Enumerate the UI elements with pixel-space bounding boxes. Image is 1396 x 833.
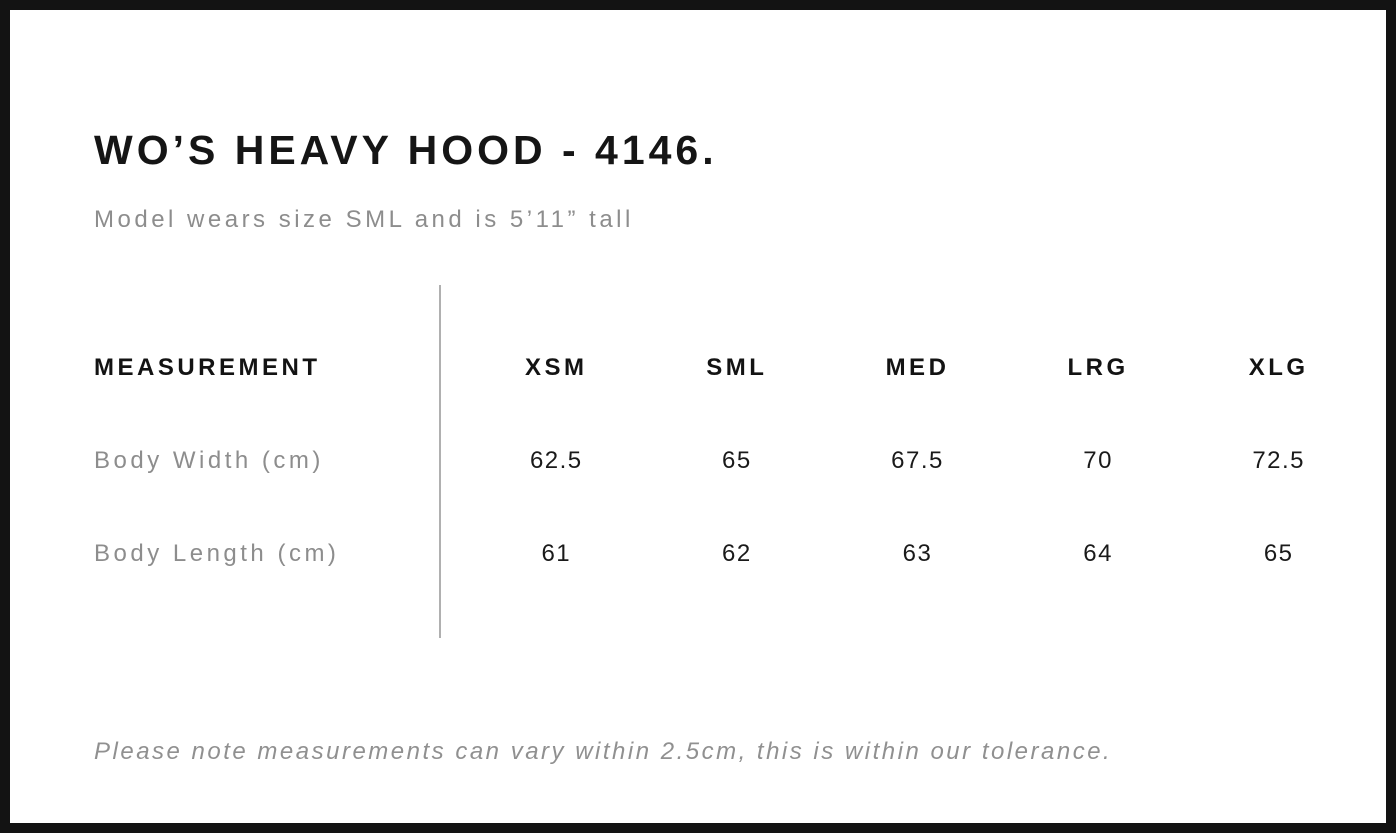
column-header-measurement: MEASUREMENT (94, 353, 321, 381)
cell-value: 65 (1263, 539, 1294, 567)
vertical-divider (439, 285, 441, 638)
cell-value: 61 (541, 539, 572, 567)
cell-value: 62 (722, 539, 752, 567)
row-label: Body Length (cm) (94, 539, 340, 567)
column-header-lrg: LRG (1067, 353, 1129, 381)
cell-value: 65 (722, 446, 752, 474)
tolerance-note: Please note measurements can vary within… (94, 738, 1113, 765)
page-title: WO’S HEAVY HOOD - 4146. (94, 127, 718, 174)
cell-value: 67.5 (891, 446, 944, 474)
table-header-row: MEASUREMENT XSM SML MED LRG XLG (94, 321, 1369, 414)
column-header-xsm: XSM (525, 353, 588, 381)
model-info-subtitle: Model wears size SML and is 5’11” tall (94, 206, 634, 233)
cell-value: 70 (1083, 446, 1113, 474)
column-header-sml: SML (706, 353, 768, 381)
cell-value: 64 (1083, 539, 1113, 567)
column-header-med: MED (885, 353, 950, 381)
column-header-xlg: XLG (1248, 353, 1309, 381)
table-row-body-length: Body Length (cm) 61 62 63 64 65 (94, 507, 1369, 600)
row-label: Body Width (cm) (94, 446, 324, 474)
table-row-body-width: Body Width (cm) 62.5 65 67.5 70 72.5 (94, 414, 1369, 507)
cell-value: 62.5 (529, 446, 583, 474)
size-chart-table: MEASUREMENT XSM SML MED LRG XLG Body Wid… (94, 285, 1369, 638)
cell-value: 63 (902, 539, 933, 567)
cell-value: 72.5 (1252, 446, 1306, 474)
